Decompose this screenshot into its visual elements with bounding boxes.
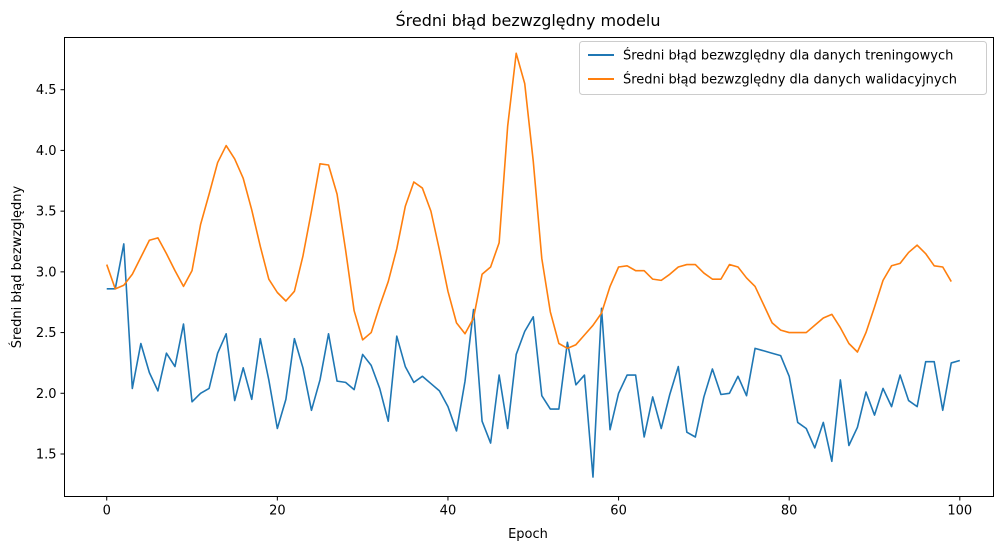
x-tick-label: 20: [269, 504, 286, 519]
x-tick-label: 100: [947, 504, 972, 519]
legend-label-validation: Średni błąd bezwzględny dla danych walid…: [623, 72, 957, 88]
y-axis-label: Średni błąd bezwzględny: [9, 185, 25, 348]
x-tick-label: 80: [781, 504, 798, 519]
plot-frame: [64, 37, 994, 497]
y-tick-label: 3.0: [36, 265, 57, 280]
series-layer: [105, 52, 961, 478]
y-tick-label: 4.0: [36, 144, 57, 159]
x-tick-label: 40: [440, 504, 457, 519]
legend: Średni błąd bezwzględny dla danych treni…: [579, 41, 987, 95]
y-axis: 1.5 2.0 2.5 3.0 3.5 4.0 4.5: [36, 83, 65, 463]
series-line-0: [106, 243, 961, 478]
y-tick-label: 2.0: [36, 387, 57, 402]
x-tick-label: 0: [103, 504, 111, 519]
chart-title: Średni błąd bezwzględny modelu: [396, 11, 661, 30]
legend-box: [579, 41, 987, 95]
y-tick-label: 3.5: [36, 205, 57, 220]
y-tick-label: 2.5: [36, 326, 57, 341]
x-axis-label: Epoch: [508, 527, 548, 542]
x-axis: 0 20 40 60 80 100: [103, 496, 972, 519]
legend-label-train: Średni błąd bezwzględny dla danych treni…: [623, 48, 953, 64]
x-tick-label: 60: [610, 504, 627, 519]
y-tick-label: 1.5: [36, 448, 57, 463]
y-tick-label: 4.5: [36, 83, 57, 98]
series-line-1: [105, 52, 952, 353]
